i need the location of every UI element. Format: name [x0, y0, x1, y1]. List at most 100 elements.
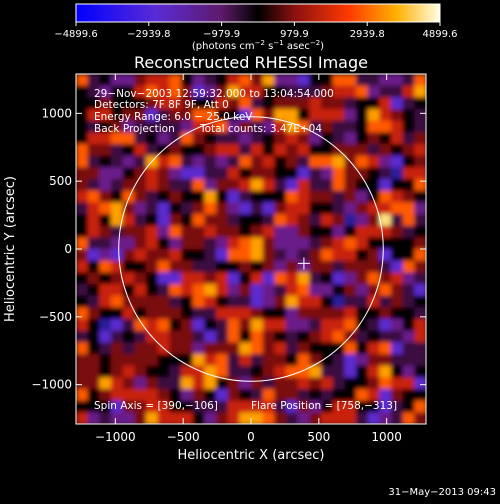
heatmap-cell	[402, 365, 416, 379]
heatmap-cell	[379, 365, 392, 379]
heatmap-cell	[251, 97, 264, 110]
heatmap-cell	[286, 132, 299, 145]
heatmap-cell	[146, 167, 159, 180]
colorbar-ticks: −4899.6 −2939.8 −979.9 979.9 2939.8 4899.6	[54, 22, 458, 40]
heatmap-cell	[414, 155, 426, 169]
heatmap-cell	[332, 307, 346, 320]
heatmap-cell	[274, 412, 287, 424]
heatmap-cell	[157, 225, 171, 239]
heatmap-cell	[204, 354, 217, 367]
heatmap-cell	[216, 389, 229, 402]
heatmap-cell	[286, 167, 299, 180]
heatmap-cell	[192, 330, 206, 344]
heatmap-cell	[192, 342, 206, 355]
heatmap-cell	[321, 249, 334, 262]
heatmap-cell	[344, 109, 357, 122]
heatmap-cell	[262, 307, 276, 320]
heatmap-cell	[239, 85, 252, 99]
heatmap-cell	[379, 202, 392, 215]
heatmap-cell	[402, 109, 416, 122]
heatmap-cell	[332, 389, 346, 402]
heatmap-cell	[227, 307, 241, 320]
heatmap-cell	[262, 237, 276, 250]
heatmap-cell	[181, 400, 194, 414]
heatmap-cell	[344, 97, 357, 110]
heatmap-cell	[169, 377, 182, 390]
heatmap-cell	[391, 167, 404, 180]
unit-exp-2: −1	[273, 39, 283, 47]
heatmap-cell	[274, 354, 287, 367]
heatmap-cell	[309, 377, 322, 390]
heatmap-cell	[76, 97, 89, 110]
heatmap-cell	[251, 132, 264, 145]
heatmap-cell	[169, 167, 182, 180]
heatmap-cell	[414, 214, 426, 227]
heatmap-cell	[356, 284, 369, 297]
heatmap-cell	[169, 109, 182, 122]
heatmap-cell	[321, 179, 334, 192]
heatmap-cell	[321, 214, 334, 227]
heatmap-cell	[251, 330, 264, 344]
heatmap-cell	[356, 225, 369, 239]
heatmap-cell	[204, 237, 217, 250]
heatmap-cell	[356, 202, 369, 215]
heatmap-cell	[122, 237, 136, 250]
heatmap-cell	[344, 412, 357, 424]
heatmap-cell	[227, 132, 241, 145]
heatmap-cell	[251, 272, 264, 285]
heatmap-cell	[344, 202, 357, 215]
heatmap-cell	[367, 109, 381, 122]
heatmap-cell	[391, 179, 404, 192]
heatmap-cell	[87, 319, 101, 332]
heatmap-cell	[99, 260, 112, 274]
heatmap-cell	[286, 400, 299, 414]
heatmap-cell	[321, 74, 334, 87]
heatmap-cell	[391, 354, 404, 367]
heatmap-cell	[297, 330, 311, 344]
heatmap-cell	[356, 319, 369, 332]
heatmap-cell	[274, 330, 287, 344]
heatmap-cell	[274, 202, 287, 215]
heatmap-cell	[157, 295, 171, 309]
heatmap-cell	[332, 377, 346, 390]
heatmap-cell	[321, 132, 334, 145]
heatmap-cell	[262, 319, 276, 332]
heatmap-cell	[76, 319, 89, 332]
heatmap-cell	[309, 144, 322, 157]
heatmap-cell	[146, 295, 159, 309]
heatmap-cell	[99, 144, 112, 157]
heatmap-cell	[227, 155, 241, 169]
heatmap-cell	[332, 354, 346, 367]
heatmap-cell	[216, 307, 229, 320]
heatmap-cell	[134, 85, 147, 99]
heatmap-cell	[239, 109, 252, 122]
x-tick-label: 1000	[371, 430, 402, 444]
heatmap-cell	[181, 202, 194, 215]
heatmap-cell	[274, 190, 287, 204]
heatmap-cell	[157, 202, 171, 215]
heatmap-cell	[379, 120, 392, 134]
heatmap-cell	[227, 319, 241, 332]
heatmap-cell	[192, 389, 206, 402]
heatmap-cell	[111, 319, 124, 332]
heatmap-cell	[227, 400, 241, 414]
heatmap-cell	[181, 307, 194, 320]
heatmap-cell	[111, 249, 124, 262]
heatmap-cell	[367, 249, 381, 262]
heatmap-cell	[391, 412, 404, 424]
heatmap-cell	[146, 214, 159, 227]
heatmap-cell	[227, 167, 241, 180]
heatmap-cell	[111, 400, 124, 414]
heatmap-cell	[204, 74, 217, 87]
heatmap-cell	[169, 237, 182, 250]
heatmap-cell	[169, 354, 182, 367]
heatmap-cell	[321, 237, 334, 250]
heatmap-cell	[251, 389, 264, 402]
heatmap-cell	[87, 225, 101, 239]
heatmap-cell	[274, 214, 287, 227]
heatmap-cell	[414, 319, 426, 332]
heatmap-cell	[344, 144, 357, 157]
heatmap-cell	[204, 167, 217, 180]
heatmap-cell	[122, 74, 136, 87]
spin-axis-text: Spin Axis = [390,−106]	[94, 400, 218, 412]
